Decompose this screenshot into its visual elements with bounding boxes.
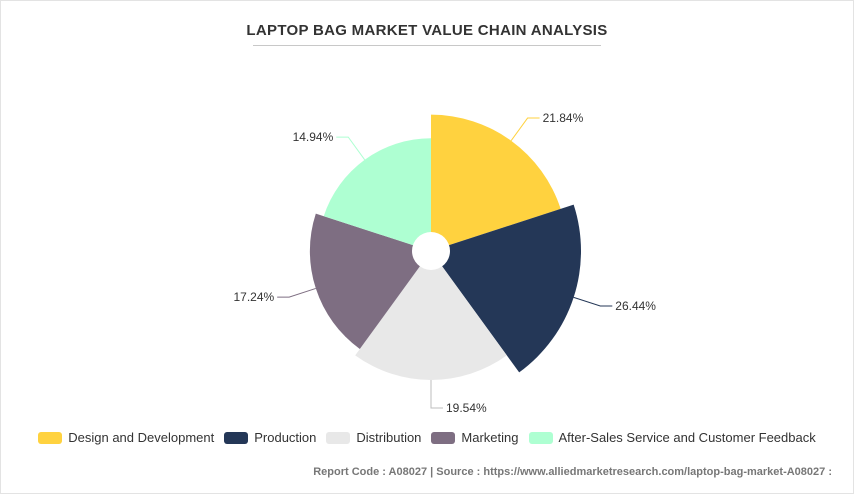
legend-swatch bbox=[224, 431, 249, 444]
slice-distribution[interactable] bbox=[355, 251, 507, 380]
leader-line-after-sales-service-and-customer-feedback bbox=[336, 136, 366, 161]
slice-after-sales-service-and-customer-feedback[interactable] bbox=[323, 138, 431, 251]
legend-label: Production bbox=[254, 430, 317, 445]
legend-item-marketing[interactable]: Marketing bbox=[431, 430, 519, 445]
legend-swatch bbox=[431, 431, 456, 444]
source-footer: Report Code : A08027 | Source : https://… bbox=[313, 466, 832, 478]
data-label-production: 26.44% bbox=[615, 299, 656, 313]
data-label-design-and-development: 21.84% bbox=[543, 111, 584, 125]
legend-item-after-sales-service-and-customer-feedback[interactable]: After-Sales Service and Customer Feedbac… bbox=[528, 430, 816, 445]
legend-swatch bbox=[38, 431, 63, 444]
legend-label: Distribution bbox=[356, 430, 422, 445]
legend-swatch bbox=[326, 431, 351, 444]
legend-item-production[interactable]: Production bbox=[224, 430, 316, 445]
legend-item-design-and-development[interactable]: Design and Development bbox=[38, 430, 214, 445]
leader-line-design-and-development bbox=[510, 117, 540, 142]
leader-line-distribution bbox=[430, 379, 443, 409]
title-underline bbox=[253, 45, 601, 46]
legend-label: After-Sales Service and Customer Feedbac… bbox=[558, 430, 816, 445]
data-label-marketing: 17.24% bbox=[233, 290, 274, 304]
data-label-distribution: 19.54% bbox=[446, 401, 487, 415]
center-hole bbox=[412, 232, 450, 270]
slice-design-and-development[interactable] bbox=[431, 114, 561, 251]
legend-item-distribution[interactable]: Distribution bbox=[326, 430, 421, 445]
legend-label: Design and Development bbox=[68, 430, 215, 445]
slice-marketing[interactable] bbox=[309, 213, 431, 349]
data-label-after-sales-service-and-customer-feedback: 14.94% bbox=[293, 130, 334, 144]
leader-line-marketing bbox=[277, 287, 316, 298]
legend-swatch bbox=[528, 431, 553, 444]
slice-production[interactable] bbox=[431, 204, 581, 373]
leader-line-production bbox=[573, 296, 613, 307]
legend-label: Marketing bbox=[461, 430, 519, 445]
chart-title: LAPTOP BAG MARKET VALUE CHAIN ANALYSIS bbox=[246, 22, 608, 39]
legend: Design and Development Production Distribu… bbox=[0, 430, 854, 445]
